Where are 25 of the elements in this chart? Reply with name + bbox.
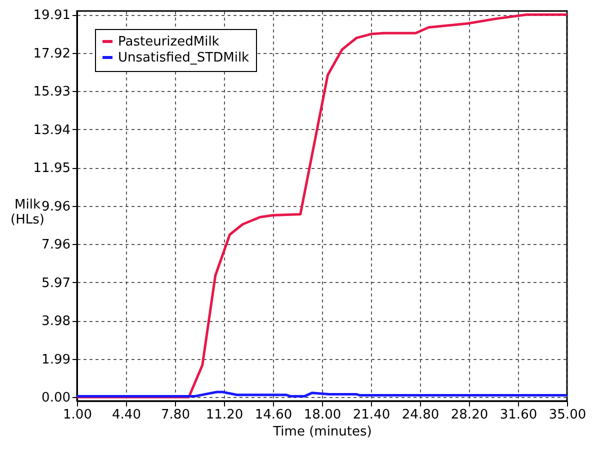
- y-tick-label: 13.94: [33, 122, 70, 138]
- x-tick-label: 24.80: [402, 408, 440, 422]
- y-tick-label: 11.95: [33, 161, 70, 176]
- x-tick-label: 4.40: [112, 408, 141, 422]
- y-tick-label: 3.98: [42, 314, 70, 330]
- x-tick-label: 28.20: [450, 408, 488, 422]
- y-tick-label: 17.92: [33, 46, 70, 62]
- y-tick-label: 1.99: [42, 352, 70, 368]
- x-tick-label: 14.60: [254, 408, 292, 422]
- x-tick-label: 18.00: [304, 408, 342, 422]
- x-tick-label: 1.00: [63, 408, 92, 422]
- x-axis-title: Time (minutes): [272, 424, 372, 440]
- x-tick-label: 35.00: [548, 408, 586, 422]
- y-tick-label: 7.96: [42, 238, 70, 253]
- x-tick-label: 11.20: [206, 408, 244, 422]
- y-tick-label: 15.93: [33, 84, 70, 100]
- y-tick-label: 5.97: [42, 276, 70, 291]
- x-tick-label: 21.40: [352, 408, 390, 422]
- legend-label: PasteurizedMilk: [118, 34, 220, 50]
- y-tick-label: 9.96: [42, 199, 70, 214]
- y-tick-label: 19.91: [33, 8, 70, 24]
- x-tick-label: 31.60: [500, 408, 538, 422]
- y-tick-label: 0.00: [42, 390, 70, 406]
- x-tick-label: 7.80: [161, 408, 190, 422]
- legend-label: Unsatisfied_STDMilk: [118, 50, 250, 66]
